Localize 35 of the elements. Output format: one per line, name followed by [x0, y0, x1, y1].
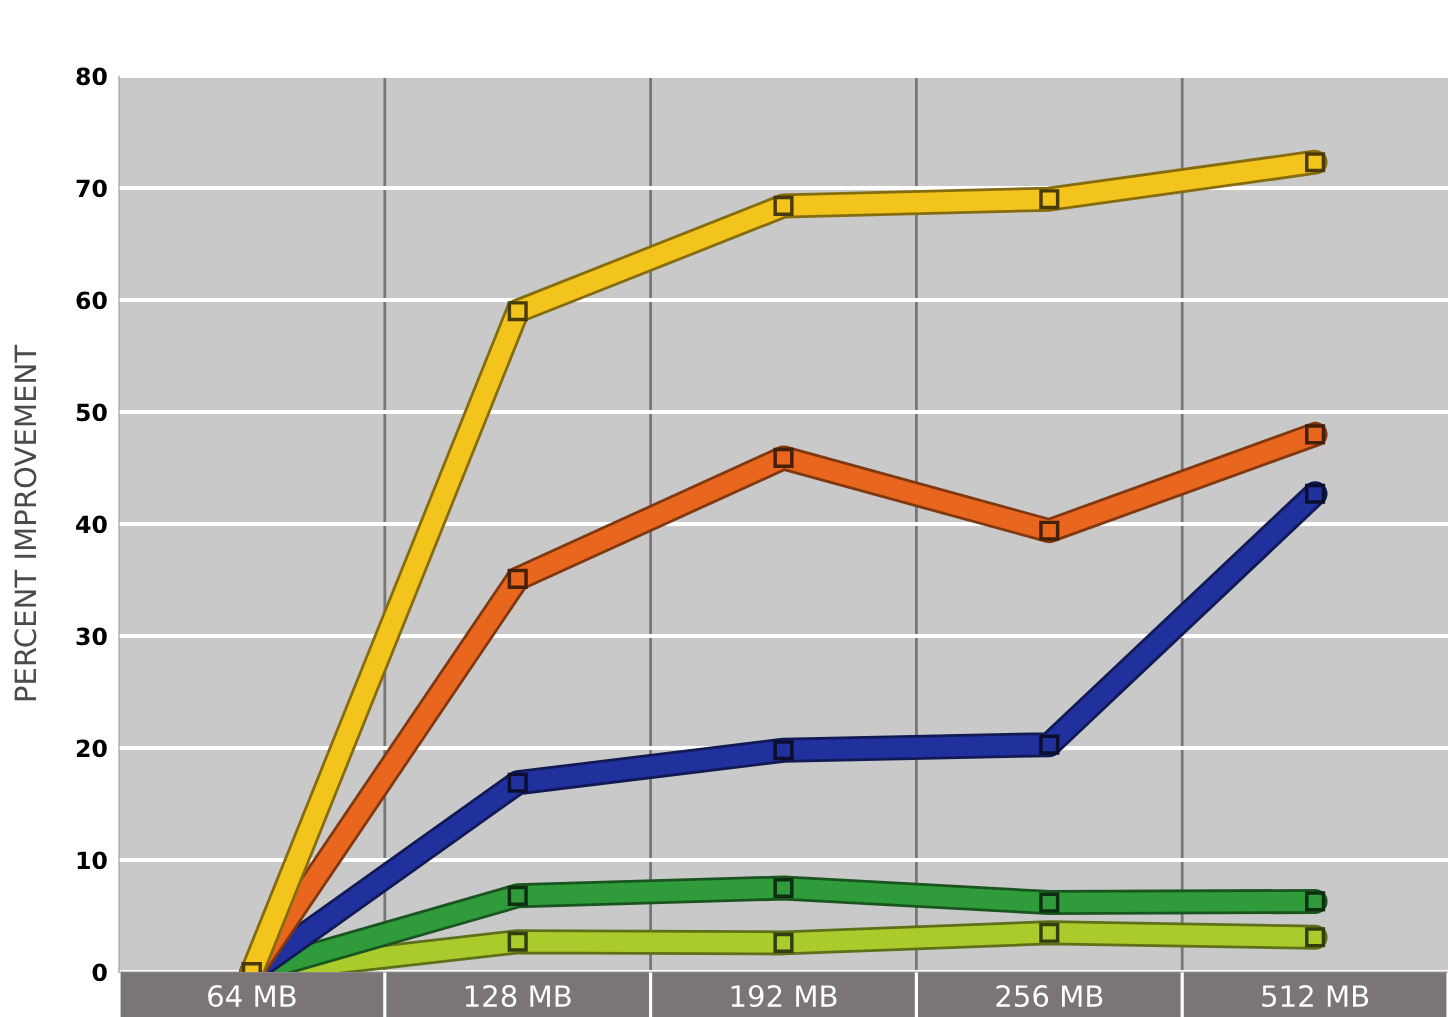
x-tick-label: 64 MB [208, 985, 296, 1008]
x-tick-label: 192 MB [731, 985, 837, 1008]
x-tick-label: 128 MB [465, 985, 571, 1008]
point [507, 885, 528, 906]
y-axis-title: PERCENT IMPROVEMENT [14, 344, 37, 701]
y-tick-label: 80 [76, 67, 107, 86]
y-tick-label: 10 [77, 851, 107, 870]
point [1039, 189, 1060, 210]
point [773, 447, 794, 468]
y-tick-label: 20 [76, 739, 107, 758]
point [507, 931, 528, 952]
y-tick-label: 40 [76, 515, 107, 534]
point [1305, 152, 1326, 173]
point [1305, 483, 1326, 504]
point [1305, 927, 1326, 948]
point [507, 568, 528, 589]
point [1039, 922, 1060, 943]
y-tick-label: 0 [92, 963, 107, 982]
point [773, 195, 794, 216]
point [507, 301, 528, 322]
point [773, 740, 794, 761]
y-tick-label: 30 [76, 627, 107, 646]
x-tick-label: 512 MB [1262, 985, 1369, 1008]
y-tick-label: 70 [76, 179, 107, 198]
point [1039, 734, 1060, 755]
point [773, 877, 794, 899]
y-tick-label: 60 [76, 291, 107, 310]
point [1039, 892, 1060, 913]
x-tick-label: 256 MB [996, 985, 1103, 1008]
point [773, 932, 794, 953]
point [1305, 424, 1326, 445]
point [1039, 520, 1060, 541]
point [1305, 891, 1326, 912]
point [507, 772, 528, 793]
y-tick-label: 50 [76, 403, 107, 422]
